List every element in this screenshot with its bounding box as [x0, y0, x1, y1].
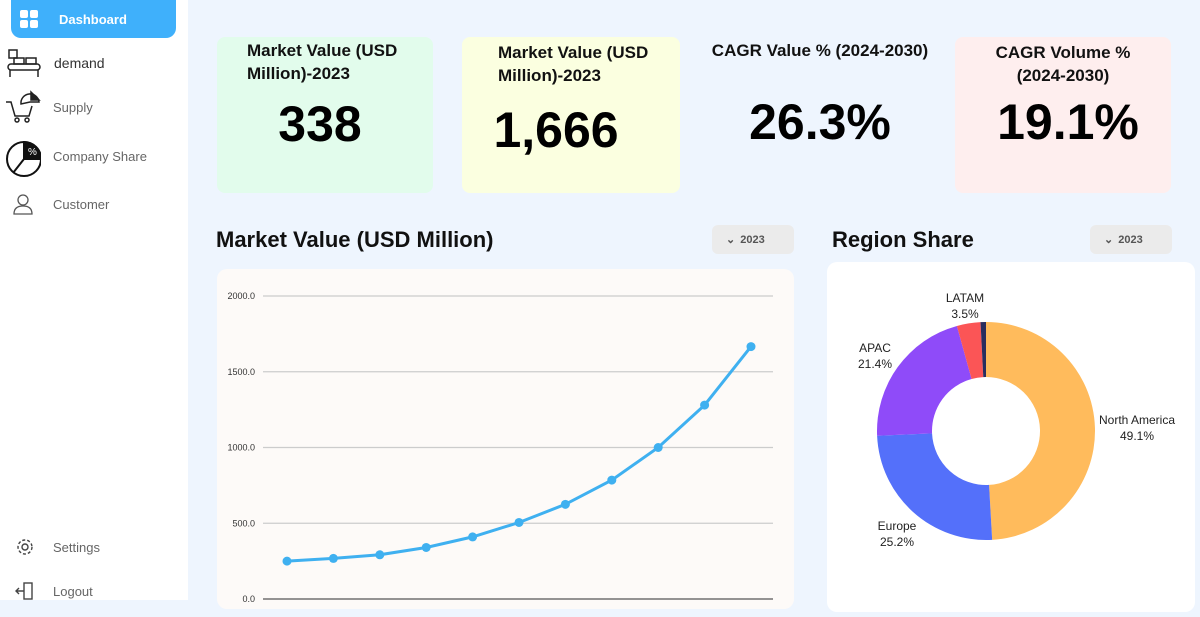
- pie-chart-title: Region Share: [832, 227, 974, 252]
- line-chart: 0.0 500.0 1000.0 1500.0 2000.0: [227, 291, 773, 604]
- sidebar-item-label: Dashboard: [59, 11, 127, 27]
- pie-chart-panel: North America 49.1% Europe 25.2% APAC 21.4% LA…: [827, 262, 1195, 612]
- data-point: [607, 475, 617, 485]
- kpi-title: Market Value (USD Million)-2023: [247, 41, 398, 83]
- sidebar-item-label: Supply: [53, 99, 93, 115]
- slice-label: LATAM: [946, 291, 984, 305]
- slice-percent: 3.5%: [951, 307, 979, 321]
- user-icon: [5, 193, 41, 215]
- data-point: [375, 550, 385, 560]
- sidebar-item-customer[interactable]: Customer: [5, 193, 109, 215]
- sidebar: Dashboard demand Supply % Company Share …: [0, 0, 188, 600]
- y-tick-label: 500.0: [232, 518, 255, 528]
- kpi-value: 26.3%: [749, 94, 891, 150]
- donut-chart: North America 49.1% Europe 25.2% APAC 21.4% LA…: [858, 291, 1175, 549]
- pie-year-dropdown[interactable]: ⌄ 2023: [1090, 225, 1172, 254]
- data-point: [514, 517, 524, 527]
- data-point: [746, 342, 756, 352]
- logout-button[interactable]: Logout: [14, 581, 93, 601]
- data-point: [560, 499, 570, 509]
- donut-slice: [877, 433, 993, 540]
- pie-percent-icon: %: [5, 140, 41, 178]
- data-point: [653, 443, 663, 452]
- data-point: [421, 542, 431, 552]
- slice-label: APAC: [859, 341, 891, 355]
- dropdown-value: 2023: [740, 233, 765, 246]
- data-point: [282, 556, 292, 566]
- sidebar-item-demand[interactable]: demand: [6, 48, 105, 78]
- kpi-title: CAGR Value % (2024-2030): [711, 41, 929, 60]
- line-chart-title: Market Value (USD Million): [216, 227, 494, 252]
- donut-slice: [956, 322, 984, 379]
- chevron-down-icon: ⌄: [1104, 234, 1114, 246]
- data-point: [468, 532, 478, 542]
- kpi-value: 1,666: [493, 102, 619, 158]
- sidebar-item-dashboard[interactable]: Dashboard: [11, 0, 176, 38]
- settings-label: Settings: [53, 539, 100, 555]
- kpi-card-cagr-value: CAGR Value % (2024-2030) 26.3%: [700, 37, 940, 193]
- kpi-card-market-value-2023: Market Value (USD Million)-2023 338: [217, 37, 433, 193]
- kpi-card-market-value-2030: Market Value (USD Million)-2023 1,666: [462, 37, 680, 193]
- line-year-dropdown[interactable]: ⌄ 2023: [712, 225, 794, 254]
- cart-chart-icon: [5, 90, 41, 124]
- y-tick-label: 2000.0: [227, 291, 255, 301]
- sidebar-item-label: Customer: [53, 196, 110, 212]
- y-tick-label: 1000.0: [227, 443, 255, 453]
- logout-label: Logout: [53, 583, 93, 599]
- donut-slice: [980, 322, 986, 378]
- sidebar-item-company-share[interactable]: % Company Share: [5, 140, 147, 178]
- donut-slice: [877, 325, 972, 436]
- kpi-value: 19.1%: [997, 94, 1139, 150]
- settings-button[interactable]: Settings: [14, 537, 100, 557]
- line-series: [286, 345, 753, 563]
- kpi-card-cagr-volume: CAGR Volume % (2024-2030) 19.1%: [955, 37, 1171, 193]
- y-tick-label: 0.0: [242, 594, 255, 604]
- slice-percent: 49.1%: [1120, 429, 1154, 443]
- kpi-title: CAGR Volume % (2024-2030): [995, 43, 1131, 85]
- slice-label: North America: [1099, 413, 1175, 427]
- donut-slice: [986, 322, 1096, 540]
- chevron-down-icon: ⌄: [726, 234, 736, 246]
- sidebar-item-supply[interactable]: Supply: [5, 90, 93, 124]
- y-tick-label: 1500.0: [227, 367, 255, 377]
- sidebar-item-label: demand: [54, 55, 105, 71]
- logout-icon: [14, 581, 36, 601]
- conveyor-icon: [6, 48, 42, 78]
- slice-percent: 21.4%: [858, 357, 892, 371]
- kpi-title: Market Value (USD Million)-2023: [498, 43, 649, 85]
- line-chart-panel: 0.0 500.0 1000.0 1500.0 2000.0: [217, 269, 794, 609]
- sidebar-item-label: Company Share: [53, 149, 147, 164]
- slice-percent: 25.2%: [880, 535, 914, 549]
- data-point: [700, 400, 710, 410]
- dropdown-value: 2023: [1118, 233, 1143, 246]
- gear-icon: [14, 537, 36, 557]
- data-point: [328, 553, 338, 563]
- slice-label: Europe: [878, 519, 917, 533]
- grid-icon: [11, 9, 47, 29]
- svg-text:%: %: [28, 147, 37, 158]
- kpi-value: 338: [278, 96, 362, 152]
